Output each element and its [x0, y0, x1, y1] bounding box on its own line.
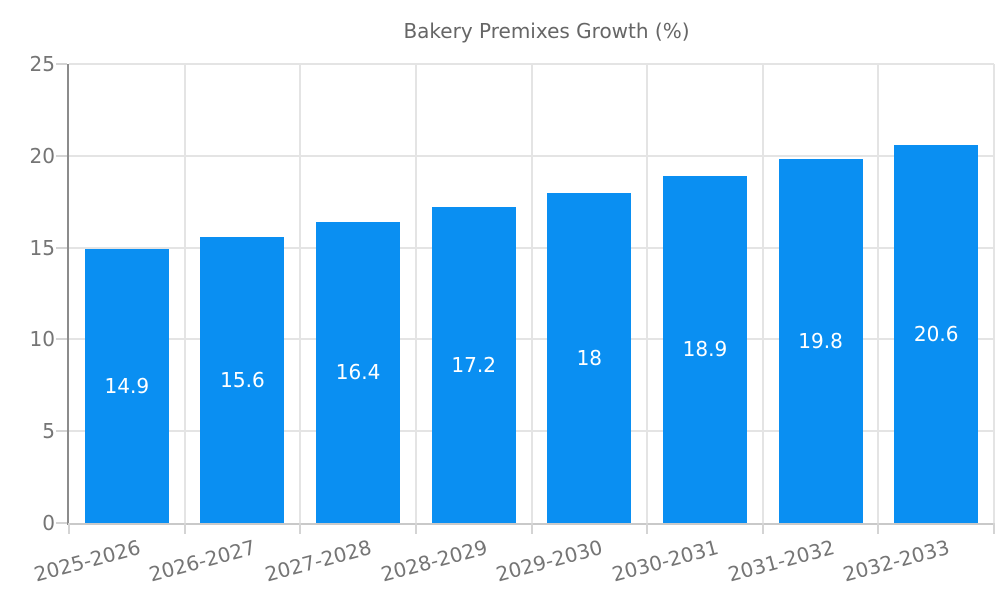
- gridline-vertical: [414, 64, 417, 523]
- legend-item[interactable]: Bakery Premixes Growth (%): [310, 20, 689, 43]
- x-axis-tick: [414, 523, 417, 534]
- bar[interactable]: [431, 207, 516, 523]
- y-axis-tick: [56, 338, 67, 341]
- legend: Bakery Premixes Growth (%): [0, 17, 1000, 45]
- bar-value-label: 17.2: [451, 353, 496, 378]
- y-tick-label: 15: [29, 235, 55, 260]
- legend-swatch: [310, 20, 390, 43]
- y-axis-tick: [56, 430, 67, 433]
- gridline-vertical: [299, 64, 302, 523]
- y-tick-label: 0: [42, 511, 55, 535]
- x-axis-tick: [877, 523, 880, 534]
- bar-value-label: 20.6: [913, 321, 959, 346]
- bar[interactable]: [200, 236, 285, 523]
- bar-value-label: 15.6: [220, 367, 265, 392]
- y-axis-tick: [56, 522, 67, 524]
- x-axis-tick: [761, 523, 764, 534]
- gridline-vertical: [530, 64, 533, 523]
- bar[interactable]: [662, 176, 747, 523]
- gridline-vertical: [761, 64, 764, 523]
- bar[interactable]: [84, 249, 169, 523]
- bar[interactable]: [778, 159, 863, 523]
- x-axis-tick: [299, 523, 302, 534]
- y-axis-line: [67, 64, 69, 525]
- plot-area: 0 5 10 15 20 25 14.9 2025-2026 15.6 2026-2027 16.4…: [30, 53, 995, 586]
- y-axis-tick: [56, 154, 67, 157]
- bar-value-label: 18.9: [682, 337, 728, 362]
- y-axis-tick: [56, 246, 67, 249]
- y-tick-label: 25: [29, 52, 55, 76]
- gridline-vertical: [646, 64, 649, 523]
- bar[interactable]: [547, 192, 632, 523]
- bar[interactable]: [894, 144, 979, 523]
- bar-value-label: 19.8: [798, 329, 843, 354]
- bar-value-label: 14.9: [104, 374, 150, 399]
- x-axis-tick: [530, 523, 533, 534]
- gridline-vertical: [183, 64, 186, 523]
- x-axis-tick: [68, 523, 70, 534]
- bar-value-label: 16.4: [335, 360, 381, 385]
- x-axis-tick: [183, 523, 186, 534]
- x-axis-tick: [993, 523, 995, 534]
- bar[interactable]: [316, 221, 401, 523]
- legend-label: Bakery Premixes Growth (%): [403, 19, 690, 43]
- bar-value-label: 18: [576, 345, 603, 370]
- x-axis-tick: [646, 523, 649, 534]
- y-tick-label: 20: [29, 143, 55, 168]
- y-tick-label: 10: [29, 327, 55, 352]
- y-tick-label: 5: [42, 419, 55, 444]
- gridline-vertical: [877, 64, 880, 523]
- gridline-vertical: [993, 64, 995, 523]
- y-axis-tick: [56, 63, 67, 65]
